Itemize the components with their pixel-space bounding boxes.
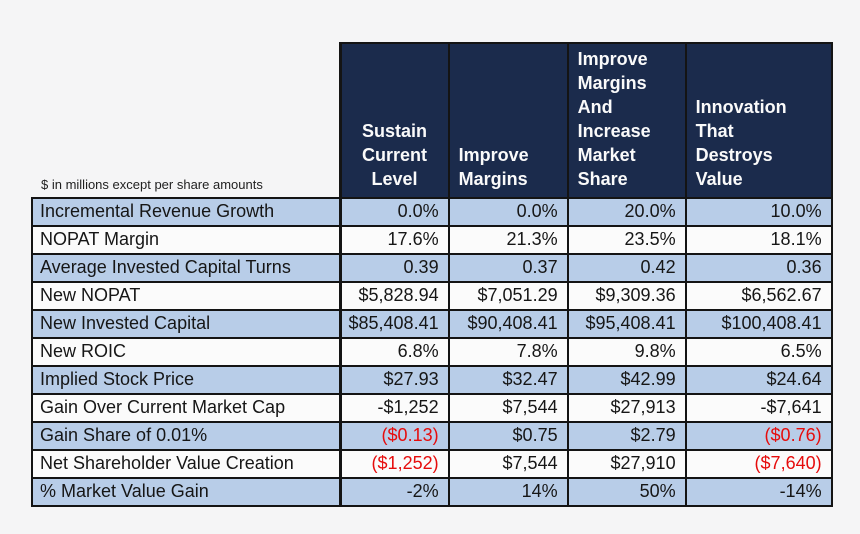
row-label: Gain Share of 0.01% <box>31 421 341 451</box>
row-label: Incremental Revenue Growth <box>31 197 341 227</box>
cell: 23.5% <box>566 225 687 255</box>
table-row: New ROIC 6.8% 7.8% 9.8% 6.5% <box>31 337 833 367</box>
cell: $2.79 <box>566 421 687 451</box>
cell: 18.1% <box>684 225 833 255</box>
cell: $7,544 <box>447 449 569 479</box>
scenario-table: $ in millions except per share amounts S… <box>31 42 833 507</box>
cell: 50% <box>566 477 687 507</box>
cell: $27,913 <box>566 393 687 423</box>
cell: $0.75 <box>447 421 569 451</box>
cell: $7,544 <box>447 393 569 423</box>
cell: 0.39 <box>338 253 450 283</box>
cell: -$1,252 <box>338 393 450 423</box>
cell: ($0.13) <box>338 421 450 451</box>
units-note: $ in millions except per share amounts <box>41 177 263 192</box>
cell: 21.3% <box>447 225 569 255</box>
cell: $32.47 <box>447 365 569 395</box>
cell: 0.0% <box>447 197 569 227</box>
cell: 0.0% <box>338 197 450 227</box>
header-row: $ in millions except per share amounts S… <box>32 42 833 199</box>
table-row: New Invested Capital $85,408.41 $90,408.… <box>31 309 833 339</box>
table-row: NOPAT Margin 17.6% 21.3% 23.5% 18.1% <box>31 225 833 255</box>
cell: $90,408.41 <box>447 309 569 339</box>
cell: $100,408.41 <box>684 309 833 339</box>
row-label: New NOPAT <box>31 281 341 311</box>
table-row: Gain Share of 0.01% ($0.13) $0.75 $2.79 … <box>31 421 833 451</box>
cell: -2% <box>338 477 450 507</box>
row-label: Average Invested Capital Turns <box>31 253 341 283</box>
table-row: Incremental Revenue Growth 0.0% 0.0% 20.… <box>31 197 833 227</box>
cell: 0.36 <box>684 253 833 283</box>
table-row: Average Invested Capital Turns 0.39 0.37… <box>31 253 833 283</box>
table-row: Implied Stock Price $27.93 $32.47 $42.99… <box>31 365 833 395</box>
cell: $27,910 <box>566 449 687 479</box>
cell: ($1,252) <box>338 449 450 479</box>
cell: ($0.76) <box>684 421 833 451</box>
corner-cell: $ in millions except per share amounts <box>32 43 340 198</box>
column-header-improve-margins: Improve Margins <box>447 42 569 199</box>
table-row: Net Shareholder Value Creation ($1,252) … <box>31 449 833 479</box>
cell: $27.93 <box>338 365 450 395</box>
row-label: Implied Stock Price <box>31 365 341 395</box>
row-label: New ROIC <box>31 337 341 367</box>
cell: 17.6% <box>338 225 450 255</box>
cell: 6.8% <box>338 337 450 367</box>
cell: 0.42 <box>566 253 687 283</box>
cell: $9,309.36 <box>566 281 687 311</box>
row-label: New Invested Capital <box>31 309 341 339</box>
table-row: New NOPAT $5,828.94 $7,051.29 $9,309.36 … <box>31 281 833 311</box>
cell: ($7,640) <box>684 449 833 479</box>
row-label: % Market Value Gain <box>31 477 341 507</box>
cell: 14% <box>447 477 569 507</box>
table-row: % Market Value Gain -2% 14% 50% -14% <box>31 477 833 507</box>
cell: 9.8% <box>566 337 687 367</box>
cell: -$7,641 <box>684 393 833 423</box>
cell: 20.0% <box>566 197 687 227</box>
cell: $6,562.67 <box>684 281 833 311</box>
column-header-improve-margins-increase-share: Improve Margins And Increase Market Shar… <box>566 42 687 199</box>
cell: 6.5% <box>684 337 833 367</box>
cell: 10.0% <box>684 197 833 227</box>
column-header-sustain-current-level: Sustain Current Level <box>338 42 450 199</box>
cell: $24.64 <box>684 365 833 395</box>
cell: 0.37 <box>447 253 569 283</box>
cell: $5,828.94 <box>338 281 450 311</box>
row-label: NOPAT Margin <box>31 225 341 255</box>
cell: $95,408.41 <box>566 309 687 339</box>
column-header-innovation-destroys-value: Innovation That Destroys Value <box>684 42 833 199</box>
cell: $85,408.41 <box>338 309 450 339</box>
cell: $7,051.29 <box>447 281 569 311</box>
cell: 7.8% <box>447 337 569 367</box>
row-label: Gain Over Current Market Cap <box>31 393 341 423</box>
row-label: Net Shareholder Value Creation <box>31 449 341 479</box>
cell: -14% <box>684 477 833 507</box>
table-row: Gain Over Current Market Cap -$1,252 $7,… <box>31 393 833 423</box>
cell: $42.99 <box>566 365 687 395</box>
